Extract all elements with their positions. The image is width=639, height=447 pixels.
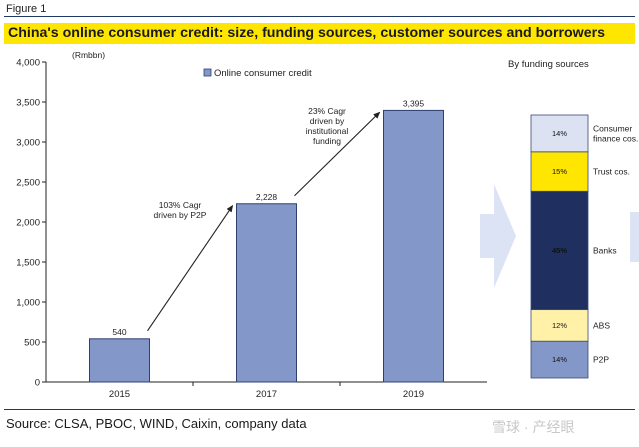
stack-percent-label: 15% [552,167,567,176]
x-tick-label: 2015 [109,389,130,400]
figure-label: Figure 1 [6,3,47,15]
bar-value-label: 540 [112,327,126,337]
stack-chart-title: By funding sources [508,59,589,70]
y-unit-label: (Rmbbn) [72,50,105,60]
stack-segment [530,340,589,379]
y-tick-label: 0 [35,378,40,389]
stack-segment [530,190,589,311]
funding-stack-chart: By funding sources 14% P2P 12% ABS 45% Banks 15… [508,59,638,379]
annotation-line: driven by P2P [154,210,207,220]
y-tick-label: 1,500 [16,258,40,269]
stack-segment [530,151,589,192]
stack-segment [530,114,589,153]
top-divider [4,16,635,17]
stack-percent-label: 12% [552,321,567,330]
y-tick-label: 3,500 [16,98,40,109]
y-tick-label: 3,000 [16,138,40,149]
growth-arrow [294,111,381,197]
legend-label: Online consumer credit [214,68,312,79]
source-note: Source: CLSA, PBOC, WIND, Caixin, compan… [6,416,307,431]
stack-category-label: Trust cos. [593,167,630,177]
annotation-line: 23% Cagr [308,106,346,116]
annotation-line: funding [313,136,341,146]
bar-chart: 0 500 1,000 1,500 2,000 2,500 3,000 3,500 4,000 (… [16,50,487,400]
x-tick-label: 2017 [256,389,277,400]
bar [236,203,297,383]
divider-arrow-shape [480,184,639,288]
stack-percent-label: 45% [552,246,567,255]
x-tick-label: 2019 [403,389,424,400]
stack-percent-label: 14% [552,129,567,138]
y-tick-label: 1,000 [16,298,40,309]
divider-arrow [480,184,516,288]
y-tick-label: 500 [24,338,40,349]
y-tick-label: 2,500 [16,178,40,189]
annotation-line: 103% Cagr [159,200,202,210]
bottom-divider [4,409,635,410]
y-tick-label: 4,000 [16,58,40,69]
growth-arrow [147,204,234,332]
divider-arrow-edge [630,212,639,262]
bar-value-label: 2,228 [256,192,278,202]
annotation-line: driven by [310,116,345,126]
stack-category-label: P2P [593,355,609,365]
bar [89,338,150,383]
bar [383,109,444,383]
stack-category-label: finance cos. [593,133,638,143]
chart-title: China's online consumer credit: size, fu… [4,23,635,44]
legend-swatch [203,68,212,77]
stack-category-label: ABS [593,320,610,330]
y-tick-label: 2,000 [16,218,40,229]
bar-value-label: 3,395 [403,98,425,108]
stack-category-label: Banks [593,245,617,255]
stack-segment [530,309,589,342]
stack-category-label: Consumer [593,123,632,133]
stack-percent-label: 14% [552,355,567,364]
annotation-line: institutional [306,126,349,136]
watermark-text: 雪球 · 产经眼 [492,419,575,435]
